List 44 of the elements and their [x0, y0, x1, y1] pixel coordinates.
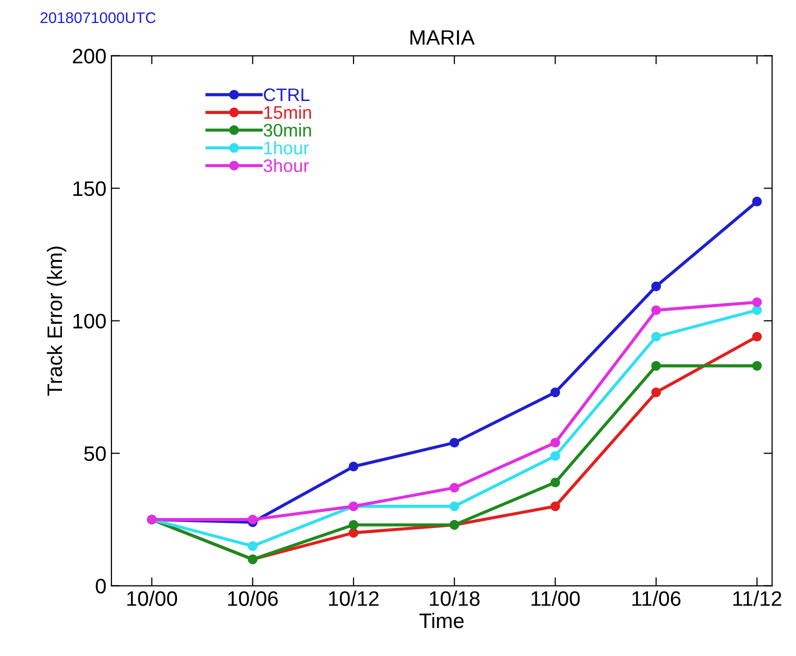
legend-label: 30min	[264, 123, 311, 137]
point	[550, 451, 560, 461]
legend-label: CTRL	[264, 88, 310, 102]
y-tick-label: 100	[73, 314, 106, 329]
x-tick-label: 11/06	[632, 590, 681, 606]
x-tick-label: 10/06	[228, 590, 278, 606]
legend-label: 1hour	[264, 141, 309, 154]
y-tick-label: 150	[73, 181, 106, 196]
x-tick-label: 10/18	[430, 590, 480, 606]
point	[450, 501, 460, 512]
text: 2018071000UTC	[40, 12, 156, 24]
point	[248, 541, 258, 551]
point	[550, 387, 560, 398]
point	[651, 387, 661, 398]
point	[651, 360, 661, 371]
legend-label: 15min	[264, 106, 311, 119]
point	[348, 462, 358, 472]
point	[651, 281, 661, 292]
x-axis-title: Time	[419, 612, 464, 628]
point	[752, 332, 762, 342]
legend-label: 3hour	[264, 158, 309, 172]
point	[550, 501, 560, 512]
x-tick-label: 10/00	[127, 590, 178, 606]
point	[752, 360, 762, 371]
y-tick-label: 200	[72, 48, 106, 64]
point	[752, 297, 762, 308]
y-tick-label: 50	[84, 446, 106, 462]
point	[752, 196, 762, 206]
y-axis-title: Track Error (km)	[46, 246, 66, 396]
point	[651, 305, 661, 316]
point	[450, 482, 460, 493]
x-tick-label: 10/12	[329, 590, 379, 606]
point	[752, 305, 762, 316]
point	[450, 438, 460, 448]
point	[348, 520, 358, 530]
x-tick-label: 11/00	[532, 590, 580, 606]
point	[348, 528, 358, 538]
x-tick-label: 11/12	[733, 590, 782, 606]
point	[550, 438, 560, 448]
chart-title: MARIA	[410, 30, 475, 45]
point	[651, 332, 661, 342]
point	[248, 514, 258, 524]
point	[550, 478, 560, 488]
y-tick-label: 0	[96, 578, 106, 594]
